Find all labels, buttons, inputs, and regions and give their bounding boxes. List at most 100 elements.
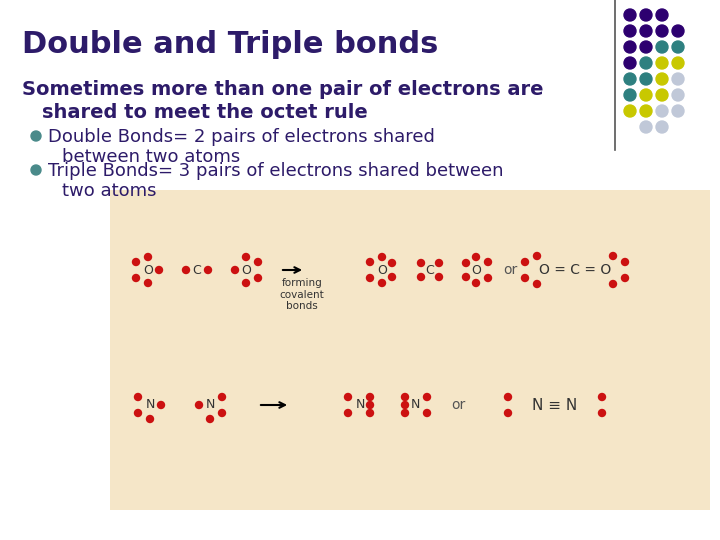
Circle shape bbox=[610, 280, 616, 287]
Circle shape bbox=[521, 274, 528, 281]
Circle shape bbox=[656, 57, 668, 69]
Circle shape bbox=[672, 41, 684, 53]
Circle shape bbox=[243, 253, 250, 260]
Circle shape bbox=[218, 409, 225, 416]
Circle shape bbox=[232, 267, 238, 273]
Circle shape bbox=[621, 274, 629, 281]
Text: two atoms: two atoms bbox=[62, 182, 156, 200]
Circle shape bbox=[624, 9, 636, 21]
Circle shape bbox=[418, 260, 425, 267]
Circle shape bbox=[462, 260, 469, 267]
Circle shape bbox=[366, 259, 374, 266]
Text: N ≡ N: N ≡ N bbox=[532, 397, 577, 413]
Text: O: O bbox=[241, 264, 251, 276]
Circle shape bbox=[672, 73, 684, 85]
Circle shape bbox=[389, 260, 395, 267]
Circle shape bbox=[640, 57, 652, 69]
Circle shape bbox=[423, 394, 431, 401]
Circle shape bbox=[598, 409, 606, 416]
Circle shape bbox=[402, 402, 408, 408]
Circle shape bbox=[624, 25, 636, 37]
Circle shape bbox=[640, 73, 652, 85]
Circle shape bbox=[656, 121, 668, 133]
Circle shape bbox=[204, 267, 212, 273]
Circle shape bbox=[534, 280, 541, 287]
Circle shape bbox=[485, 274, 492, 281]
Circle shape bbox=[624, 89, 636, 101]
Circle shape bbox=[132, 274, 140, 281]
Circle shape bbox=[135, 394, 142, 401]
Text: N: N bbox=[355, 399, 365, 411]
Text: C: C bbox=[193, 264, 202, 276]
Circle shape bbox=[462, 273, 469, 280]
Text: O: O bbox=[471, 264, 481, 276]
Circle shape bbox=[640, 89, 652, 101]
Circle shape bbox=[672, 105, 684, 117]
Circle shape bbox=[656, 89, 668, 101]
Circle shape bbox=[656, 73, 668, 85]
Circle shape bbox=[624, 41, 636, 53]
Text: Double Bonds= 2 pairs of electrons shared: Double Bonds= 2 pairs of electrons share… bbox=[48, 128, 435, 146]
Text: between two atoms: between two atoms bbox=[62, 148, 240, 166]
Text: N: N bbox=[410, 399, 420, 411]
Circle shape bbox=[485, 259, 492, 266]
Circle shape bbox=[656, 41, 668, 53]
Circle shape bbox=[505, 409, 511, 416]
Circle shape bbox=[366, 402, 374, 408]
Circle shape bbox=[145, 280, 151, 287]
Text: Sometimes more than one pair of electrons are: Sometimes more than one pair of electron… bbox=[22, 80, 544, 99]
Circle shape bbox=[624, 73, 636, 85]
Circle shape bbox=[672, 89, 684, 101]
Circle shape bbox=[521, 259, 528, 266]
Circle shape bbox=[656, 25, 668, 37]
Circle shape bbox=[672, 25, 684, 37]
Circle shape bbox=[472, 280, 480, 287]
Circle shape bbox=[610, 253, 616, 260]
Text: or: or bbox=[503, 263, 517, 277]
Circle shape bbox=[640, 105, 652, 117]
Circle shape bbox=[379, 253, 385, 260]
Circle shape bbox=[624, 57, 636, 69]
Circle shape bbox=[344, 394, 351, 401]
Circle shape bbox=[656, 9, 668, 21]
Text: O: O bbox=[377, 264, 387, 276]
Circle shape bbox=[31, 165, 41, 175]
Circle shape bbox=[243, 280, 250, 287]
Circle shape bbox=[366, 409, 374, 416]
Circle shape bbox=[436, 260, 443, 267]
Circle shape bbox=[534, 253, 541, 260]
Text: Double and Triple bonds: Double and Triple bonds bbox=[22, 30, 438, 59]
Circle shape bbox=[218, 394, 225, 401]
Circle shape bbox=[366, 274, 374, 281]
Text: O = C = O: O = C = O bbox=[539, 263, 611, 277]
Circle shape bbox=[640, 9, 652, 21]
Circle shape bbox=[640, 121, 652, 133]
Circle shape bbox=[158, 402, 164, 408]
Circle shape bbox=[379, 280, 385, 287]
Circle shape bbox=[505, 394, 511, 401]
Text: O: O bbox=[143, 264, 153, 276]
Circle shape bbox=[254, 274, 261, 281]
Text: N: N bbox=[205, 399, 215, 411]
Circle shape bbox=[418, 273, 425, 280]
Circle shape bbox=[402, 394, 408, 401]
Circle shape bbox=[156, 267, 163, 273]
Circle shape bbox=[132, 259, 140, 266]
Circle shape bbox=[624, 105, 636, 117]
Circle shape bbox=[436, 273, 443, 280]
Circle shape bbox=[472, 253, 480, 260]
Circle shape bbox=[672, 57, 684, 69]
Circle shape bbox=[146, 415, 153, 422]
Circle shape bbox=[366, 394, 374, 401]
Circle shape bbox=[402, 409, 408, 416]
Circle shape bbox=[31, 131, 41, 141]
Text: shared to meet the octet rule: shared to meet the octet rule bbox=[42, 103, 368, 122]
Circle shape bbox=[656, 105, 668, 117]
Circle shape bbox=[640, 25, 652, 37]
Text: or: or bbox=[451, 398, 465, 412]
Circle shape bbox=[145, 253, 151, 260]
Circle shape bbox=[598, 394, 606, 401]
Bar bbox=[110, 190, 710, 510]
Circle shape bbox=[182, 267, 189, 273]
Text: N: N bbox=[145, 399, 155, 411]
